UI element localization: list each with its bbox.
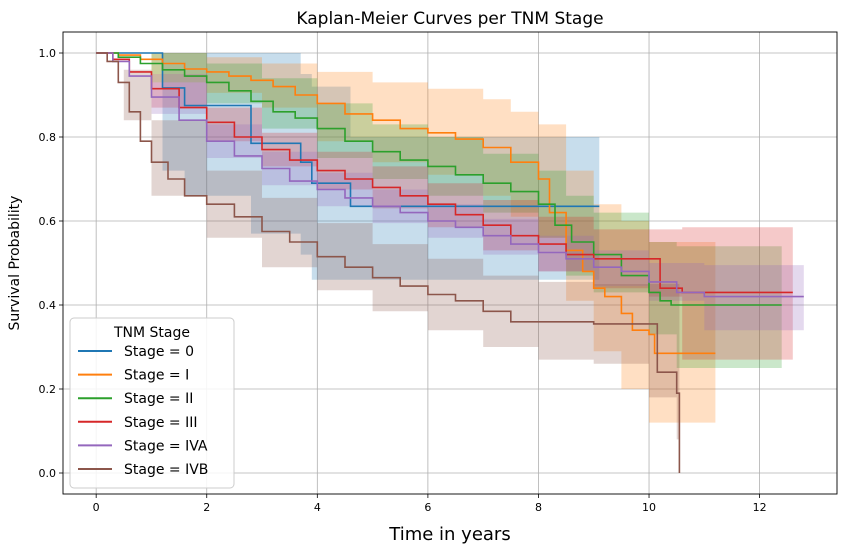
curve-stage-iva — [96, 52, 804, 298]
y-tick-label: 0.2 — [39, 383, 57, 396]
legend-title: TNM Stage — [113, 325, 190, 341]
ci-band-stage-i — [96, 53, 716, 423]
curve-stage-ii — [96, 52, 782, 306]
x-axis-label: Time in years — [388, 524, 510, 545]
curve-stage-i — [96, 52, 716, 355]
x-tick-label: 2 — [203, 501, 210, 514]
curve-stage-ivb — [96, 52, 681, 473]
legend-label-stage-0: Stage = 0 — [124, 344, 194, 360]
legend-label-stage-iva: Stage = IVA — [124, 438, 208, 454]
x-tick-label: 8 — [535, 501, 542, 514]
chart-title: Kaplan-Meier Curves per TNM Stage — [296, 9, 603, 29]
ci-band-stage-iva — [96, 53, 804, 331]
y-tick-label: 1.0 — [39, 47, 57, 60]
x-tick-label: 4 — [314, 501, 321, 514]
y-tick-label: 0.0 — [39, 467, 57, 480]
survival-curves — [96, 52, 804, 473]
x-tick-label: 12 — [753, 501, 767, 514]
ci-band-stage-0 — [96, 53, 600, 280]
ci-band-stage-ii — [96, 53, 782, 368]
x-tick-label: 0 — [93, 501, 100, 514]
plot-area-frame — [62, 31, 838, 495]
legend-label-stage-iii: Stage = III — [124, 415, 197, 431]
y-axis-label: Survival Probability — [7, 196, 23, 331]
ci-band-stage-ivb — [96, 53, 680, 440]
legend-label-stage-i: Stage = I — [124, 368, 189, 384]
y-tick-label: 0.8 — [39, 131, 57, 144]
y-tick-label: 0.6 — [39, 215, 57, 228]
legend-label-stage-ii: Stage = II — [124, 391, 193, 407]
x-tick-label: 10 — [642, 501, 656, 514]
legend: TNM Stage Stage = 0 Stage = I Stage = II St… — [69, 317, 235, 489]
y-axis: 0.0 0.2 0.4 0.6 0.8 1.0 — [39, 47, 63, 480]
legend-label-stage-ivb: Stage = IVB — [124, 462, 208, 478]
x-tick-label: 6 — [424, 501, 431, 514]
y-tick-label: 0.4 — [39, 299, 57, 312]
x-axis: 0 2 4 6 8 10 12 — [93, 494, 767, 514]
